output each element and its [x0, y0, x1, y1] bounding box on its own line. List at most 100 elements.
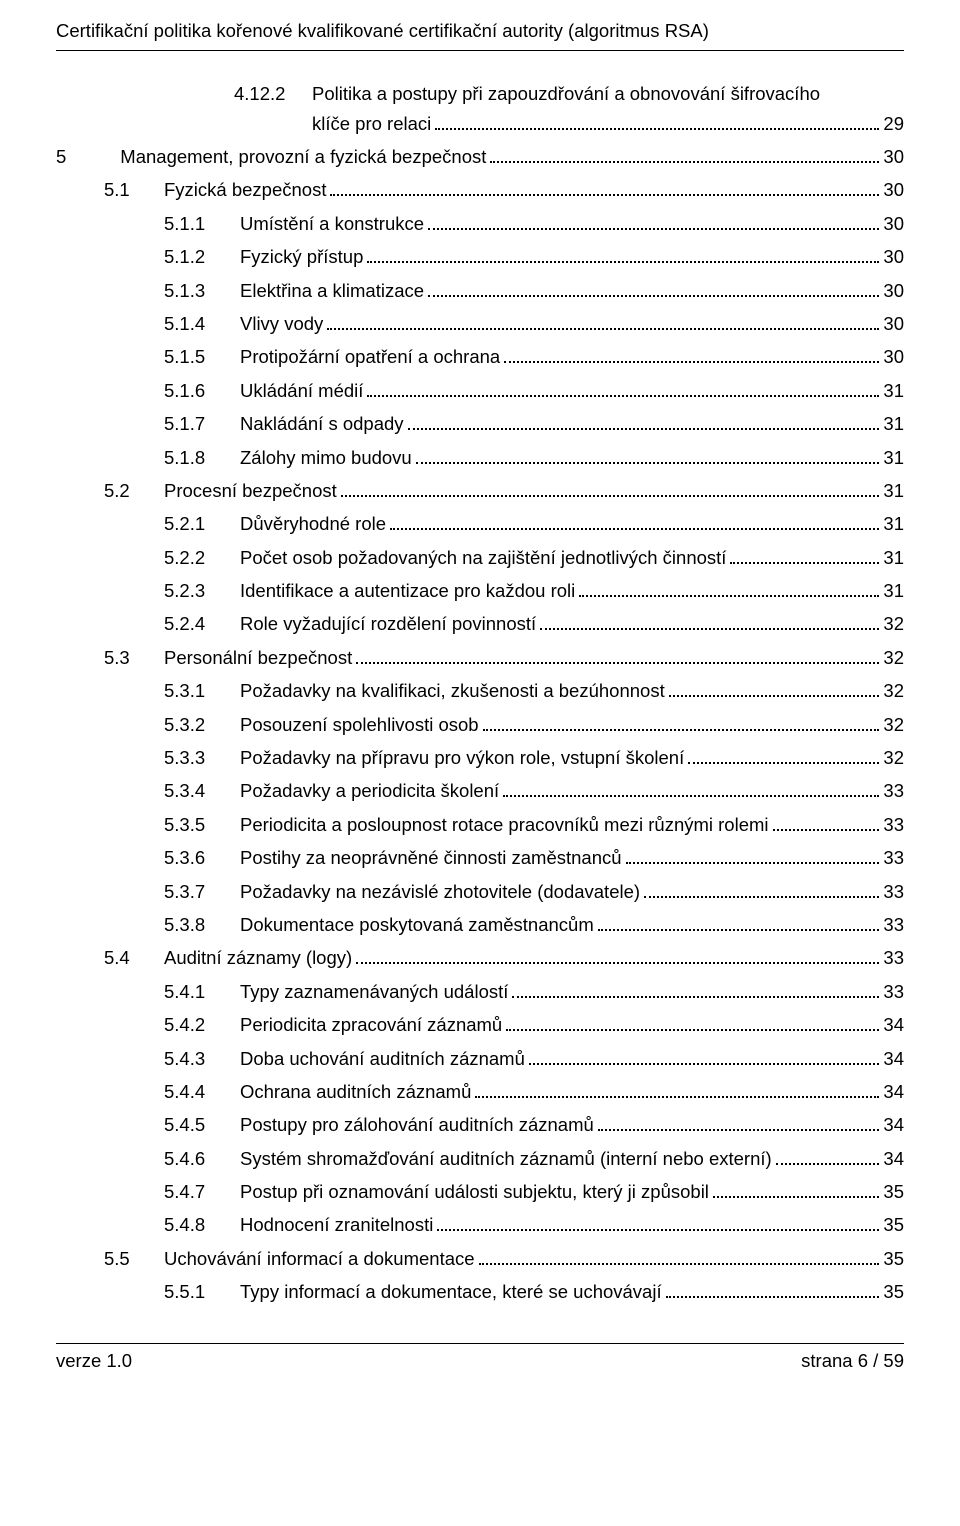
- toc-row-text: Doba uchování auditních záznamů: [240, 1044, 525, 1074]
- toc-dot-leader: [435, 113, 879, 130]
- toc-row-page: 31: [883, 543, 904, 573]
- toc-row: 5.5Uchovávání informací a dokumentace35: [56, 1244, 904, 1274]
- toc-row-number: 5.3.8: [164, 910, 240, 940]
- toc-row-number: 5.4.1: [164, 977, 240, 1007]
- toc-dot-leader: [428, 280, 879, 297]
- toc-dot-leader: [327, 313, 879, 330]
- toc-row-text: Systém shromažďování auditních záznamů (…: [240, 1144, 772, 1174]
- toc-row: 5.3.1Požadavky na kvalifikaci, zkušenost…: [56, 676, 904, 706]
- toc-dot-leader: [579, 580, 879, 597]
- toc-row: 5.1.2Fyzický přístup30: [56, 242, 904, 272]
- toc-row-text: Politika a postupy při zapouzdřování a o…: [312, 79, 820, 109]
- toc-row-number: 5.3.6: [164, 843, 240, 873]
- toc-dot-leader: [356, 948, 879, 965]
- toc-row: 5.1.3Elektřina a klimatizace30: [56, 276, 904, 306]
- toc-row-text: Personální bezpečnost: [164, 643, 352, 673]
- toc-row-number: 5.4.8: [164, 1210, 240, 1240]
- toc-row-number: 5.2.3: [164, 576, 240, 606]
- toc-row-page: 31: [883, 576, 904, 606]
- page-footer: verze 1.0 strana 6 / 59: [56, 1343, 904, 1372]
- toc-row-page: 30: [883, 342, 904, 372]
- toc-row-page: 33: [883, 977, 904, 1007]
- toc-dot-leader: [644, 881, 879, 898]
- toc-row: 5.2.3Identifikace a autentizace pro každ…: [56, 576, 904, 606]
- toc-row-text: Periodicita zpracování záznamů: [240, 1010, 502, 1040]
- footer-version: verze 1.0: [56, 1350, 132, 1372]
- toc-row: 5.2.1Důvěryhodné role31: [56, 509, 904, 539]
- toc-dot-leader: [529, 1048, 880, 1065]
- toc-dot-leader: [341, 480, 880, 497]
- toc-dot-leader: [408, 413, 880, 430]
- toc-row-number: 5.4.6: [164, 1144, 240, 1174]
- toc-row-text: Elektřina a klimatizace: [240, 276, 424, 306]
- toc-row-page: 33: [883, 810, 904, 840]
- toc-row-page: 32: [883, 609, 904, 639]
- toc-row-number: 5.5: [104, 1244, 164, 1274]
- toc-dot-leader: [437, 1215, 879, 1232]
- toc-row-page: 31: [883, 443, 904, 473]
- toc-row: 5.4.6Systém shromažďování auditních zázn…: [56, 1144, 904, 1174]
- toc-row-page: 32: [883, 743, 904, 773]
- toc-dot-leader: [773, 814, 880, 831]
- toc-row-page: 34: [883, 1010, 904, 1040]
- toc-row-text: Umístění a konstrukce: [240, 209, 424, 239]
- toc-row-page: 33: [883, 943, 904, 973]
- toc-row-page: 31: [883, 409, 904, 439]
- toc-row-number: 5.5.1: [164, 1277, 240, 1307]
- toc-row: 5.1.8Zálohy mimo budovu31: [56, 443, 904, 473]
- toc-row-page: 33: [883, 776, 904, 806]
- toc-row-page: 34: [883, 1077, 904, 1107]
- toc-row: 5.1Fyzická bezpečnost30: [56, 175, 904, 205]
- toc-row-number: 5.2.2: [164, 543, 240, 573]
- toc-row-number: 5.1.1: [164, 209, 240, 239]
- toc-row: 5.1.4Vlivy vody30: [56, 309, 904, 339]
- toc-row-page: 30: [883, 242, 904, 272]
- toc-row: 5.4.2Periodicita zpracování záznamů34: [56, 1010, 904, 1040]
- toc-row-text: Periodicita a posloupnost rotace pracovn…: [240, 810, 769, 840]
- toc-row-text: Počet osob požadovaných na zajištění jed…: [240, 543, 726, 573]
- toc-dot-leader: [730, 547, 879, 564]
- toc-row-text: Typy zaznamenávaných událostí: [240, 977, 508, 1007]
- page-header: Certifikační politika kořenové kvalifiko…: [56, 20, 904, 51]
- toc-row: 5.4.5Postupy pro zálohování auditních zá…: [56, 1110, 904, 1140]
- toc-row: 5.3.7Požadavky na nezávislé zhotovitele …: [56, 877, 904, 907]
- toc-row-number: 5.2: [104, 476, 164, 506]
- toc-row-text: Fyzická bezpečnost: [164, 175, 326, 205]
- toc-row: 5.1.5Protipožární opatření a ochrana30: [56, 342, 904, 372]
- toc-row-text: Identifikace a autentizace pro každou ro…: [240, 576, 575, 606]
- toc-row: 5.3.5Periodicita a posloupnost rotace pr…: [56, 810, 904, 840]
- toc-row-page: 32: [883, 643, 904, 673]
- toc-dot-leader: [598, 914, 880, 931]
- toc-row-page: 30: [883, 209, 904, 239]
- toc-row: 5.2Procesní bezpečnost31: [56, 476, 904, 506]
- toc-row-text: Požadavky na přípravu pro výkon role, vs…: [240, 743, 684, 773]
- toc-row-page: 30: [883, 276, 904, 306]
- toc-row-text: Postup při oznamování události subjektu,…: [240, 1177, 709, 1207]
- toc-dot-leader: [669, 681, 880, 698]
- toc-row-text: Fyzický přístup: [240, 242, 363, 272]
- toc-row-number: 5.1: [104, 175, 164, 205]
- toc-row-number: 5.1.4: [164, 309, 240, 339]
- toc-row-number: 5.1.5: [164, 342, 240, 372]
- toc-dot-leader: [512, 981, 879, 998]
- toc-row: 5.4.3Doba uchování auditních záznamů34: [56, 1044, 904, 1074]
- toc-row-text: Uchovávání informací a dokumentace: [164, 1244, 475, 1274]
- toc-row: 5.1.7Nakládání s odpady31: [56, 409, 904, 439]
- toc-row: 5.4Auditní záznamy (logy)33: [56, 943, 904, 973]
- toc-row-text: Ochrana auditních záznamů: [240, 1077, 471, 1107]
- toc-row-page: 32: [883, 710, 904, 740]
- toc-row-page: 34: [883, 1044, 904, 1074]
- toc-row-text: Důvěryhodné role: [240, 509, 386, 539]
- toc-row: 5.2.4Role vyžadující rozdělení povinnost…: [56, 609, 904, 639]
- toc-dot-leader: [626, 848, 880, 865]
- toc-row: 5.4.8Hodnocení zranitelnosti35: [56, 1210, 904, 1240]
- toc-row-text: Dokumentace poskytovaná zaměstnancům: [240, 910, 594, 940]
- toc-row-page: 32: [883, 676, 904, 706]
- toc-row-page: 33: [883, 877, 904, 907]
- toc-row-text: Management, provozní a fyzická bezpečnos…: [120, 142, 486, 172]
- toc-row-text: Zálohy mimo budovu: [240, 443, 412, 473]
- toc-dot-leader: [598, 1115, 880, 1132]
- toc-dot-leader: [540, 614, 879, 631]
- toc-row: 5.3.6Postihy za neoprávněné činnosti zam…: [56, 843, 904, 873]
- toc-row-number: 5.3.2: [164, 710, 240, 740]
